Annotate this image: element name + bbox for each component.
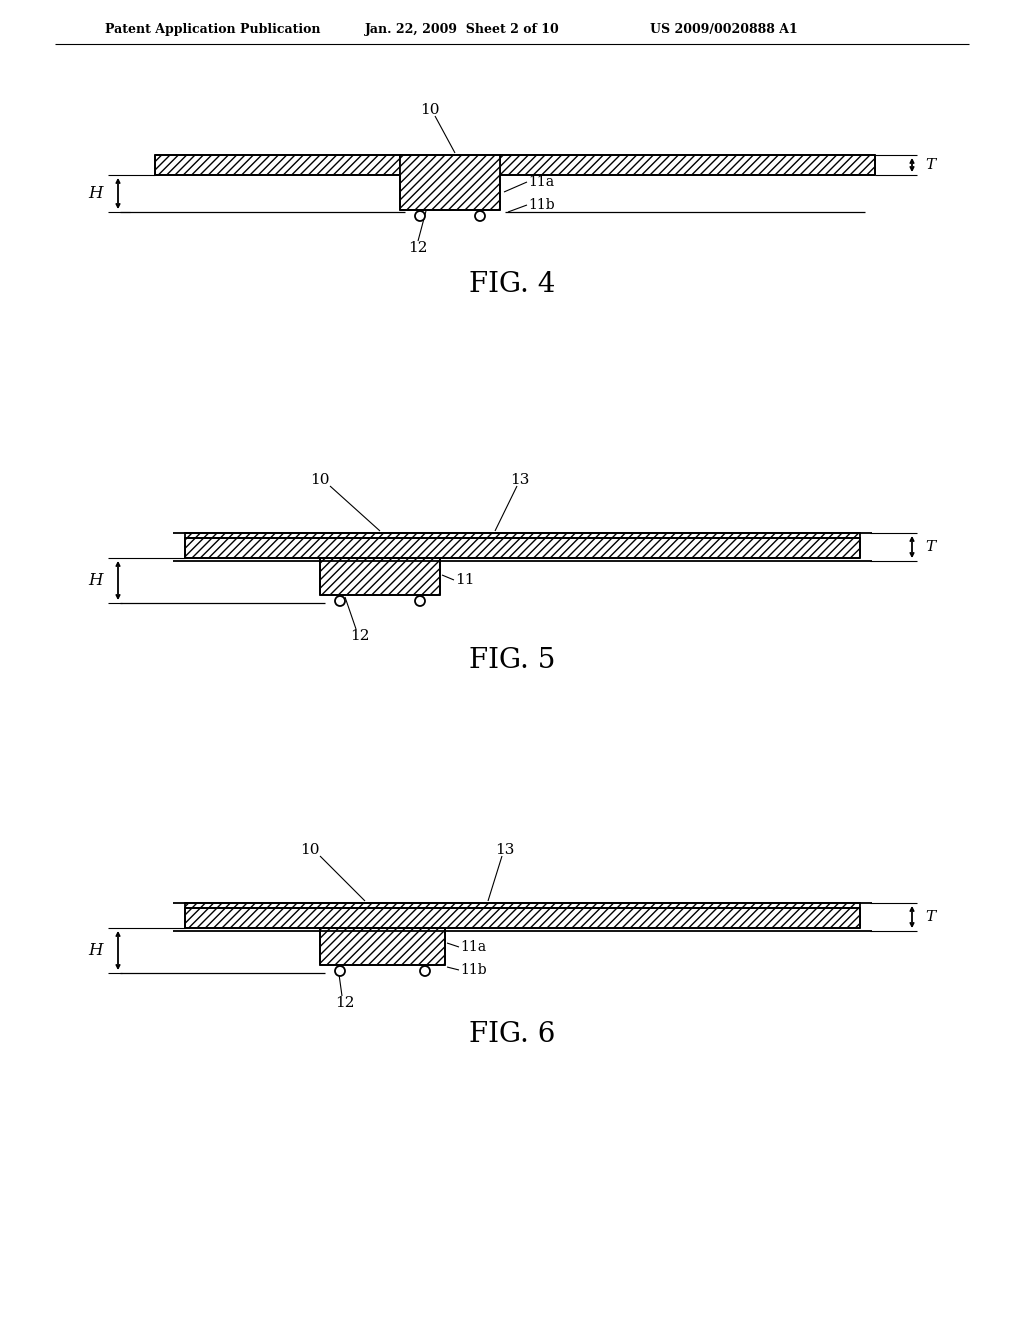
Bar [319,928,445,965]
Text: FIG. 6: FIG. 6 [469,1022,555,1048]
Text: 11: 11 [455,573,474,587]
Text: 11a: 11a [528,176,554,189]
Text: H: H [89,185,103,202]
Bar [500,154,874,176]
Text: 11b: 11b [460,964,486,977]
Text: H: H [89,572,103,589]
Circle shape [475,211,485,220]
Circle shape [335,966,345,975]
Bar [185,533,860,539]
Bar [185,908,860,928]
Text: 12: 12 [409,242,428,255]
Bar [400,154,500,210]
Text: US 2009/0020888 A1: US 2009/0020888 A1 [650,22,798,36]
Text: 11a: 11a [460,940,486,954]
Text: Patent Application Publication: Patent Application Publication [105,22,321,36]
Bar [185,539,860,558]
Text: 10: 10 [420,103,439,117]
Text: 12: 12 [335,997,354,1010]
Text: 13: 13 [510,473,529,487]
Bar [185,903,860,908]
Bar [155,154,400,176]
Text: FIG. 5: FIG. 5 [469,647,555,673]
Circle shape [415,211,425,220]
Text: 10: 10 [310,473,330,487]
Text: T: T [925,158,935,172]
Text: Jan. 22, 2009  Sheet 2 of 10: Jan. 22, 2009 Sheet 2 of 10 [365,22,560,36]
Text: FIG. 4: FIG. 4 [469,271,555,297]
Bar [319,558,440,595]
Circle shape [335,597,345,606]
Circle shape [415,597,425,606]
Text: 12: 12 [350,630,370,643]
Text: 13: 13 [496,843,515,857]
Text: 11b: 11b [528,198,555,213]
Text: T: T [925,540,935,554]
Text: 10: 10 [300,843,319,857]
Text: H: H [89,942,103,960]
Circle shape [420,966,430,975]
Text: T: T [925,909,935,924]
